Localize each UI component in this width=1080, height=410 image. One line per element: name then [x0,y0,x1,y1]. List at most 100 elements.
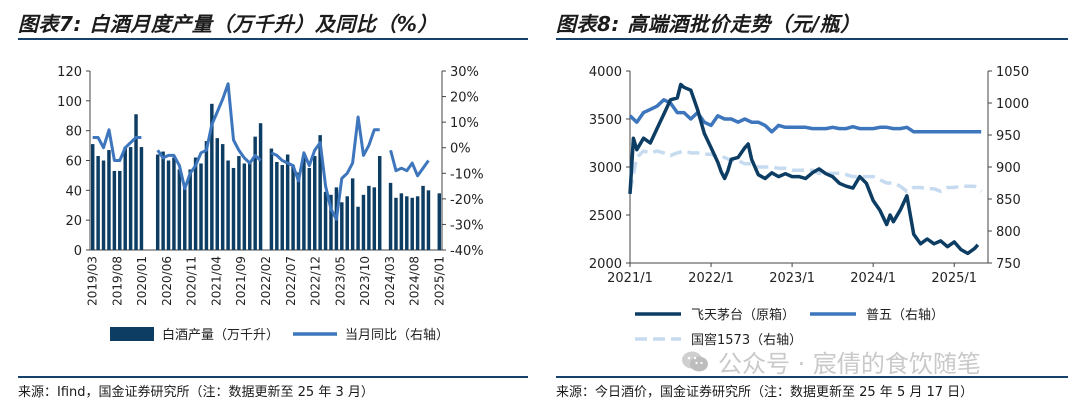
y2-tick-label: -30% [450,218,484,233]
production-bar [248,161,252,250]
wuliangye-line [628,98,982,134]
x-tick-label: 2024/03 [383,256,397,306]
y2-tick-label: 900 [996,161,1021,176]
production-bar [361,194,366,250]
production-bar [280,164,284,250]
production-bar [139,147,144,250]
production-bar [90,144,95,250]
watermark: 公众号 · 宸倩的食饮随笔 [680,344,981,379]
production-bar [340,202,344,250]
y-tick-label: 4000 [589,65,622,80]
x-tick-label: 2023/10 [358,256,372,306]
y-tick-label: 0 [74,244,82,259]
production-bar [134,114,138,250]
production-bar [372,187,377,250]
y-tick-label: 100 [57,95,82,110]
production-bar [307,167,312,250]
y2-tick-label: -10% [450,167,484,182]
production-bar [258,123,263,250]
x-tick-label: 2021/1 [607,271,653,286]
x-tick-label: 2020/06 [160,256,174,306]
right-title-rule [556,38,1068,40]
x-tick-label: 2021/04 [210,256,224,306]
y-tick-label: 60 [65,155,82,170]
production-bar [367,185,371,250]
production-bar [220,144,225,250]
x-tick-label: 2022/02 [259,256,273,306]
right-source-rule [556,376,1068,378]
production-bar [237,156,241,250]
production-bar [155,154,160,250]
production-bar [388,182,393,250]
production-bar [166,160,171,250]
production-bar [128,147,133,250]
legend-label-production: 白酒产量（万千升） [162,327,279,343]
y-tick-label: 3500 [589,113,622,128]
production-bar [199,163,203,250]
production-bar [356,206,360,250]
legend-label-yoy: 当月同比（右轴） [345,328,449,343]
production-bar [345,196,349,250]
legend-label-moutai: 飞天茅台（原箱） [691,307,795,323]
x-tick-label: 2025/1 [931,271,977,286]
y-tick-label: 2500 [589,209,622,224]
production-bar [118,170,122,250]
production-yoy-chart: 0 20 40 60 80 100 120 -40% -30% -20% -10% 0% 10% 20% 3… [57,65,484,343]
baijiu-price-chart: 2000 2500 3000 3500 4000 750 800 850 900 950 1000 1… [589,65,1029,348]
y2-tick-label: 1000 [996,97,1029,112]
y2-tick-label: 1050 [996,65,1029,80]
legend-label-wuliangye: 普五（右轴） [866,308,944,323]
production-bar [410,197,414,250]
y2-tick-label: 30% [450,65,479,80]
x-tick-label: 2025/01 [432,256,446,306]
production-bar [101,160,106,250]
production-bar [318,135,322,250]
y-tick-label: 40 [65,184,82,199]
production-bar [437,193,442,250]
x-tick-label: 2019/08 [111,256,125,306]
production-bar [291,164,295,250]
x-tick-label: 2022/07 [284,256,298,306]
x-tick-label: 2022/1 [688,271,734,286]
x-tick-label: 2022/12 [309,256,323,306]
y2-tick-label: 0% [450,142,471,157]
y-tick-label: 20 [65,214,82,229]
production-bar [350,178,355,250]
legend-swatch-production [110,327,154,341]
production-bar [275,161,279,250]
left-chart-title: 图表7: 白酒月度产量（万千升）及同比（%） [18,12,438,36]
production-bar [269,148,274,250]
legend-label-guojiao: 国窖1573（右轴） [691,332,802,348]
production-bar [112,170,117,250]
production-bar [415,196,420,250]
y2-tick-label: 20% [450,91,479,106]
y2-tick-label: 750 [996,257,1021,272]
production-bar [210,103,214,250]
left-source-note: 来源：Ifind，国金证券研究所（注：数据更新至 25 年 3 月） [18,385,374,400]
production-bar [399,193,404,250]
y2-tick-label: 850 [996,193,1021,208]
production-bar [177,169,182,250]
production-bar [296,172,301,250]
production-bar [183,184,187,250]
y-tick-label: 3000 [589,161,622,176]
guojiao-line [628,149,983,194]
production-bar [107,150,111,250]
production-bar [172,157,176,250]
production-bar [188,169,192,250]
y2-tick-label: 950 [996,129,1021,144]
x-tick-label: 2020/11 [185,256,199,306]
production-bar [204,141,209,250]
watermark-text: 公众号 · 宸倩的食饮随笔 [718,350,981,378]
y-tick-label: 2000 [589,257,622,272]
left-title-rule [18,38,528,40]
x-tick-label: 2020/01 [135,256,149,306]
yoy-line [93,84,440,220]
production-bar [215,138,219,250]
production-bar [426,190,431,250]
production-bar [253,136,257,250]
production-bar [123,147,127,250]
production-bar [421,185,425,250]
production-bar [329,194,333,250]
left-source-rule [18,376,528,378]
